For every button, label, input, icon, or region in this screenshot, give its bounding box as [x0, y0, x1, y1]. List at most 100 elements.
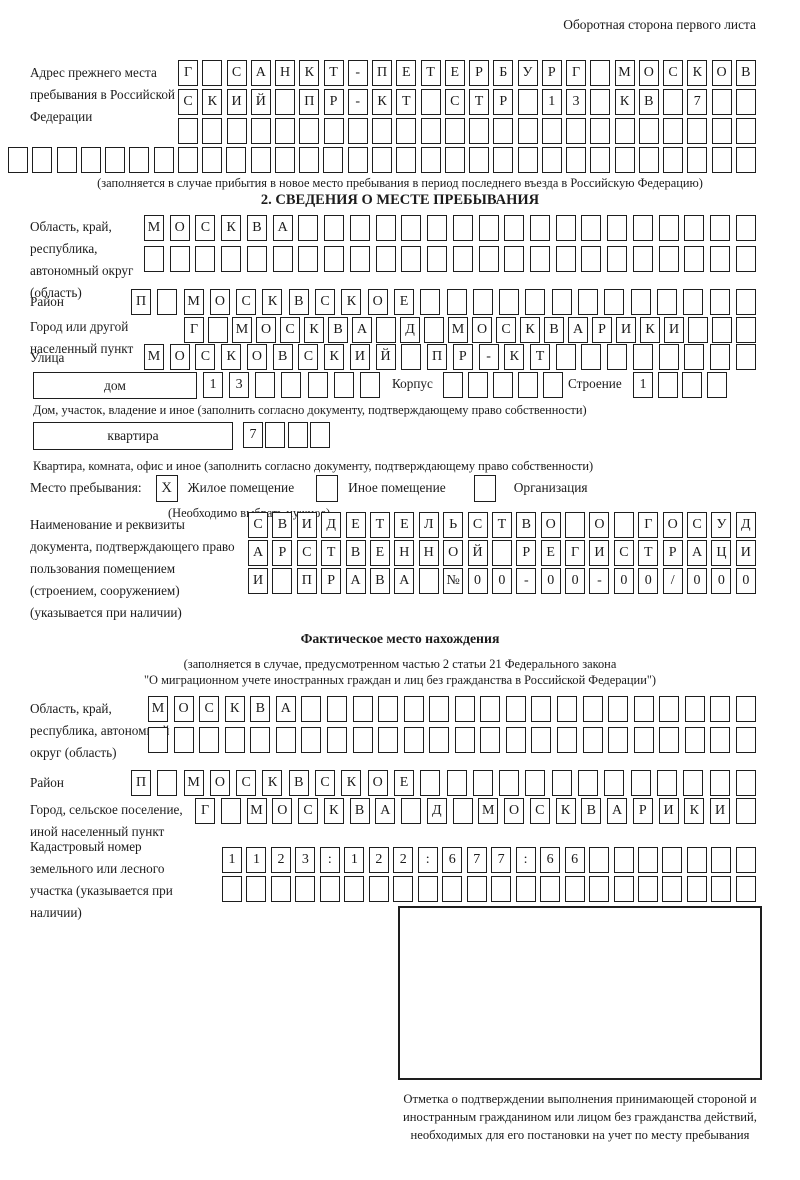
stay-type-option-residential: Жилое помещение — [187, 480, 295, 495]
char-box: М — [448, 317, 468, 343]
char-box: О — [589, 512, 610, 538]
char-box: В — [246, 215, 267, 241]
char-box — [706, 372, 727, 398]
char-box: Г — [184, 317, 204, 343]
char-box: - — [589, 568, 610, 594]
char-box: Г — [565, 540, 586, 566]
char-box: Ь — [443, 512, 464, 538]
char-box: - — [347, 89, 368, 115]
char-box: П — [131, 770, 151, 796]
char-box: В — [250, 696, 271, 722]
char-box: Т — [396, 89, 417, 115]
char-box — [299, 118, 320, 144]
char-box — [255, 372, 276, 398]
actual-city-label: Город, сельское поселение, иной населенн… — [30, 802, 183, 839]
char-box — [491, 540, 512, 566]
char-box: Т — [321, 540, 342, 566]
char-box: И — [710, 798, 730, 824]
char-box — [633, 727, 654, 753]
char-box — [662, 847, 683, 873]
char-box — [684, 246, 705, 272]
char-box — [638, 147, 659, 173]
char-box — [589, 876, 610, 902]
char-box: Е — [444, 60, 465, 86]
char-box: С — [248, 512, 268, 538]
char-box — [376, 317, 396, 343]
char-box — [298, 215, 319, 241]
char-box — [711, 876, 732, 902]
char-box — [735, 147, 756, 173]
char-box — [735, 876, 756, 902]
region-row-2 — [144, 246, 756, 272]
char-box: Е — [540, 540, 561, 566]
stay-type-label: Место пребывания: — [30, 480, 142, 495]
char-box: Р — [632, 798, 653, 824]
char-box: М — [232, 317, 252, 343]
char-box: Н — [275, 60, 295, 86]
char-box: И — [664, 317, 684, 343]
char-box — [301, 696, 322, 722]
korpus-cells — [443, 372, 563, 398]
char-box — [275, 118, 295, 144]
char-box — [417, 876, 438, 902]
char-box: К — [341, 770, 362, 796]
char-box — [222, 876, 242, 902]
char-box: К — [202, 89, 223, 115]
char-box: Ц — [711, 540, 732, 566]
char-box: О — [169, 344, 190, 370]
char-box: О — [246, 344, 267, 370]
char-box: 2 — [368, 847, 389, 873]
char-box: В — [288, 289, 309, 315]
char-box: А — [568, 317, 588, 343]
char-box: А — [248, 540, 268, 566]
stroenie-label: Строение — [568, 376, 622, 391]
char-box: Т — [369, 512, 390, 538]
char-box: 7 — [466, 847, 487, 873]
char-box — [613, 512, 634, 538]
char-box — [604, 289, 625, 315]
char-box — [686, 876, 707, 902]
char-box — [566, 118, 586, 144]
char-box — [454, 696, 475, 722]
char-box — [169, 246, 190, 272]
char-box: К — [221, 215, 242, 241]
char-box — [420, 770, 441, 796]
char-box — [153, 147, 174, 173]
char-box — [557, 696, 577, 722]
char-box: О — [662, 512, 683, 538]
char-box: 0 — [638, 568, 659, 594]
char-box — [543, 372, 563, 398]
char-box — [178, 118, 198, 144]
char-box — [557, 727, 577, 753]
char-box: - — [347, 60, 368, 86]
char-box — [710, 246, 731, 272]
char-box — [735, 798, 756, 824]
char-box — [319, 876, 340, 902]
char-box — [687, 118, 708, 144]
char-box — [662, 876, 683, 902]
char-box — [590, 147, 611, 173]
char-box — [401, 215, 422, 241]
char-box: С — [467, 512, 488, 538]
char-box: С — [296, 540, 317, 566]
char-box — [224, 727, 245, 753]
char-box: А — [687, 540, 708, 566]
char-box — [710, 215, 731, 241]
char-box — [607, 344, 628, 370]
char-box — [684, 215, 705, 241]
char-box: К — [299, 60, 320, 86]
char-box: А — [250, 60, 271, 86]
stay-type-option-other: Иное помещение — [348, 480, 446, 495]
char-box — [589, 847, 610, 873]
char-box — [735, 89, 756, 115]
char-box — [378, 696, 399, 722]
char-box — [541, 118, 562, 144]
char-box: О — [540, 512, 561, 538]
char-box — [298, 246, 319, 272]
char-box: 6 — [564, 847, 585, 873]
char-box: П — [372, 60, 392, 86]
